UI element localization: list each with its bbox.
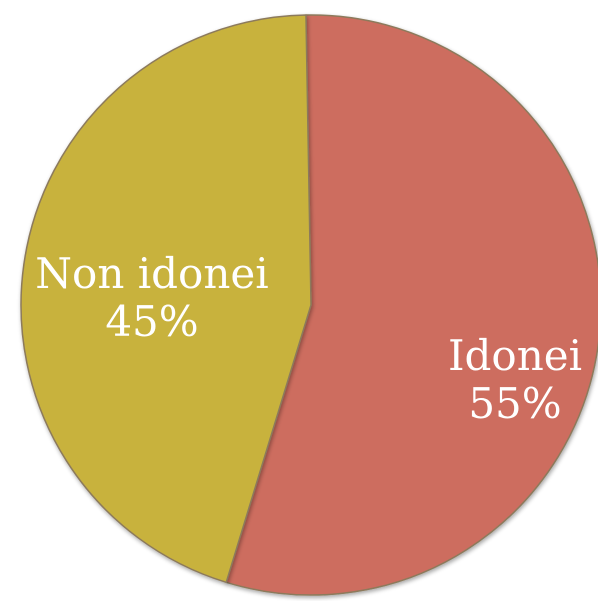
- slice-name: Idonei: [448, 331, 582, 380]
- slice-label-idonei: Idonei 55%: [448, 331, 582, 428]
- pie-slice-non-idonei: [20, 14, 312, 584]
- slice-percent: 55%: [468, 379, 561, 428]
- slice-percent: 45%: [105, 297, 198, 346]
- pie-slices: [20, 14, 598, 596]
- slice-label-non-idonei: Non idonei 45%: [35, 249, 268, 346]
- slice-name: Non idonei: [35, 249, 268, 298]
- pie-labels: Idonei 55% Non idonei 45%: [35, 249, 582, 428]
- pie-slice-idonei: [225, 14, 598, 596]
